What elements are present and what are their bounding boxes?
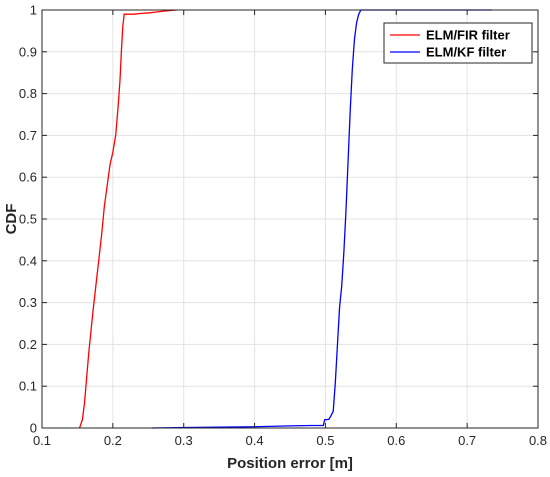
legend: ELM/FIR filter ELM/KF filter: [383, 22, 533, 64]
y-tick-label: 1: [30, 3, 37, 18]
y-tick-label: 0: [30, 421, 37, 436]
plot-area: [41, 9, 539, 429]
x-tick-label: 0.8: [529, 433, 547, 448]
x-tick-label: 0.7: [458, 433, 476, 448]
x-tick-label: 0.3: [175, 433, 193, 448]
y-tick-label: 0.2: [19, 337, 37, 352]
y-axis-title: CDF: [3, 204, 20, 235]
y-tick-label: 0.5: [19, 212, 37, 227]
y-tick-label: 0.4: [19, 253, 37, 268]
legend-label-2: ELM/KF filter: [426, 45, 506, 60]
y-tick-label: 0.7: [19, 128, 37, 143]
y-tick-label: 0.8: [19, 86, 37, 101]
axes-layer: 0.1 0.2 0.3 0.4 0.5 0.6 0.7 0.800.10.20.30.40.5…: [19, 3, 547, 449]
y-tick-label: 0.3: [19, 295, 37, 310]
y-tick-label: 0.6: [19, 170, 37, 185]
y-tick-label: 0.9: [19, 44, 37, 59]
series-line-2: [151, 9, 492, 429]
x-tick-label: 0.1: [33, 433, 51, 448]
series-layer: [78, 9, 492, 429]
x-axis-title: Position error [m]: [227, 455, 353, 472]
x-tick-label: 0.4: [246, 433, 264, 448]
legend-box: [383, 22, 533, 64]
legend-label-1: ELM/FIR filter: [426, 28, 510, 43]
y-tick-label: 0.1: [19, 379, 37, 394]
x-tick-label: 0.6: [387, 433, 405, 448]
x-tick-label: 0.5: [316, 433, 334, 448]
x-tick-label: 0.2: [104, 433, 122, 448]
series-line-1: [78, 9, 177, 429]
